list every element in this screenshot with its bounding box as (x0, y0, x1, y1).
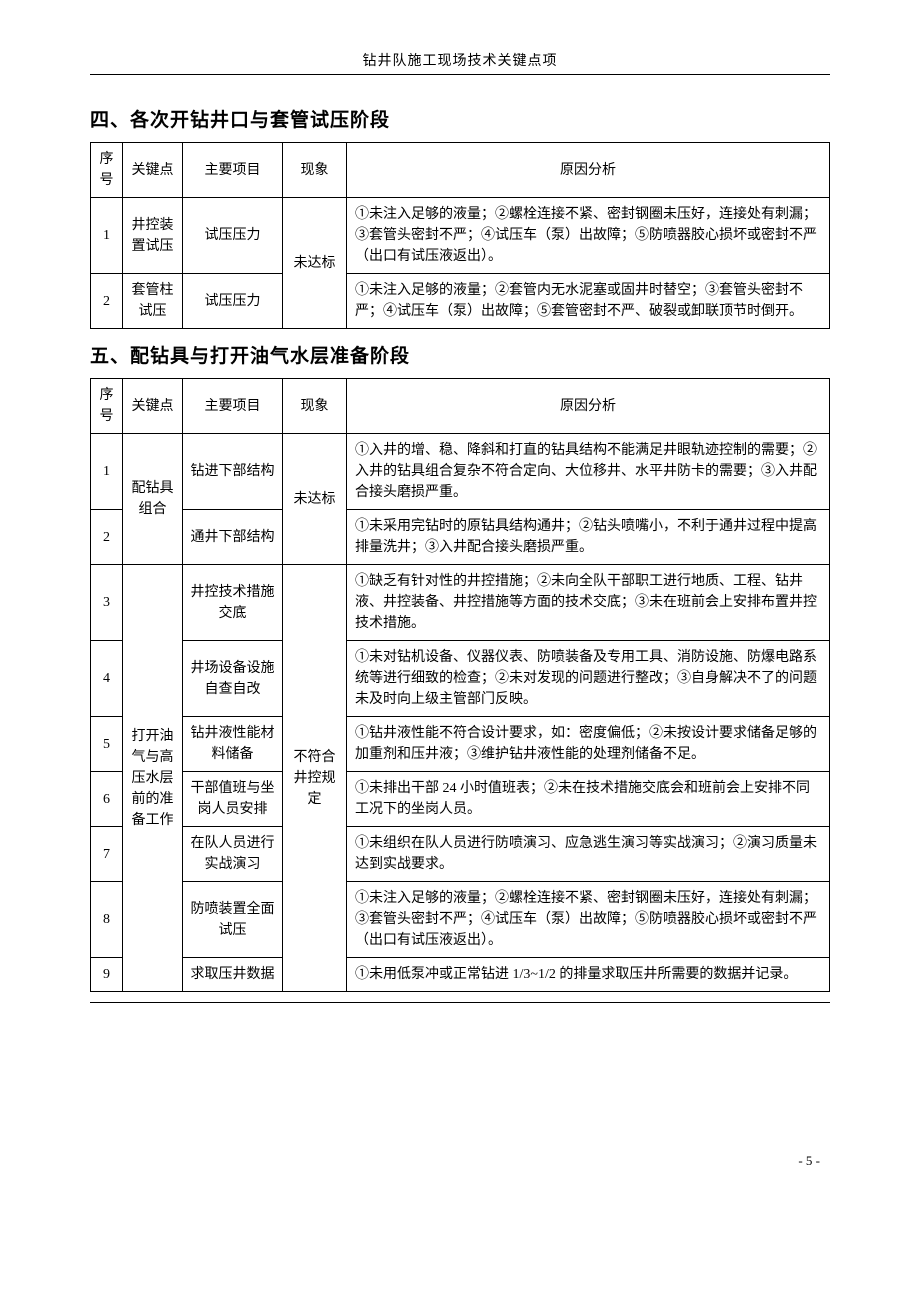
cell-item: 试压压力 (183, 198, 283, 274)
cell-analysis: ①未排出干部 24 小时值班表；②未在技术措施交底会和班前会上安排不同工况下的坐… (347, 772, 830, 827)
cell-seq: 2 (91, 274, 123, 329)
table-row: 8 防喷装置全面试压 ①未注入足够的液量；②螺栓连接不紧、密封钢圈未压好，连接处… (91, 882, 830, 958)
cell-analysis: ①入井的增、稳、降斜和打直的钻具结构不能满足井眼轨迹控制的需要；②入井的钻具组合… (347, 434, 830, 510)
cell-key: 套管柱试压 (123, 274, 183, 329)
header-seq: 序号 (91, 379, 123, 434)
cell-item: 试压压力 (183, 274, 283, 329)
table-row: 9 求取压井数据 ①未用低泵冲或正常钻进 1/3~1/2 的排量求取压井所需要的… (91, 958, 830, 992)
table-section5: 序号 关键点 主要项目 现象 原因分析 1 配钻具组合 钻进下部结构 未达标 ①… (90, 378, 830, 992)
cell-phenom-merged: 未达标 (283, 198, 347, 329)
cell-item: 钻井液性能材料储备 (183, 717, 283, 772)
header-underline (90, 74, 830, 75)
header-phenom: 现象 (283, 143, 347, 198)
header-phenom: 现象 (283, 379, 347, 434)
cell-seq: 9 (91, 958, 123, 992)
cell-seq: 2 (91, 510, 123, 565)
cell-seq: 8 (91, 882, 123, 958)
page-header: 钻井队施工现场技术关键点项 (90, 50, 830, 70)
cell-analysis: ①未注入足够的液量；②螺栓连接不紧、密封钢圈未压好，连接处有刺漏；③套管头密封不… (347, 198, 830, 274)
cell-seq: 3 (91, 565, 123, 641)
cell-seq: 5 (91, 717, 123, 772)
cell-key-merged: 配钻具组合 (123, 434, 183, 565)
header-analysis: 原因分析 (347, 143, 830, 198)
cell-phenom-merged: 未达标 (283, 434, 347, 565)
cell-seq: 1 (91, 434, 123, 510)
cell-item: 通井下部结构 (183, 510, 283, 565)
table-row: 7 在队人员进行实战演习 ①未组织在队人员进行防喷演习、应急逃生演习等实战演习；… (91, 827, 830, 882)
cell-analysis: ①未注入足够的液量；②套管内无水泥塞或固井时替空；③套管头密封不严；④试压车（泵… (347, 274, 830, 329)
cell-item: 井控技术措施交底 (183, 565, 283, 641)
cell-seq: 1 (91, 198, 123, 274)
footer-line (90, 1002, 830, 1003)
header-item: 主要项目 (183, 143, 283, 198)
cell-analysis: ①未用低泵冲或正常钻进 1/3~1/2 的排量求取压井所需要的数据并记录。 (347, 958, 830, 992)
cell-analysis: ①钻井液性能不符合设计要求，如：密度偏低；②未按设计要求储备足够的加重剂和压井液… (347, 717, 830, 772)
cell-seq: 7 (91, 827, 123, 882)
header-key: 关键点 (123, 379, 183, 434)
cell-key: 井控装置试压 (123, 198, 183, 274)
table-row: 4 井场设备设施自查自改 ①未对钻机设备、仪器仪表、防喷装备及专用工具、消防设施… (91, 641, 830, 717)
cell-analysis: ①未组织在队人员进行防喷演习、应急逃生演习等实战演习；②演习质量未达到实战要求。 (347, 827, 830, 882)
cell-analysis: ①缺乏有针对性的井控措施；②未向全队干部职工进行地质、工程、钻井液、井控装备、井… (347, 565, 830, 641)
cell-item: 求取压井数据 (183, 958, 283, 992)
cell-item: 干部值班与坐岗人员安排 (183, 772, 283, 827)
table-row: 5 钻井液性能材料储备 ①钻井液性能不符合设计要求，如：密度偏低；②未按设计要求… (91, 717, 830, 772)
table-header-row: 序号 关键点 主要项目 现象 原因分析 (91, 143, 830, 198)
section5-title: 五、配钻具与打开油气水层准备阶段 (90, 341, 830, 368)
header-analysis: 原因分析 (347, 379, 830, 434)
table-row: 1 井控装置试压 试压压力 未达标 ①未注入足够的液量；②螺栓连接不紧、密封钢圈… (91, 198, 830, 274)
table-section4: 序号 关键点 主要项目 现象 原因分析 1 井控装置试压 试压压力 未达标 ①未… (90, 142, 830, 329)
table-row: 2 套管柱试压 试压压力 ①未注入足够的液量；②套管内无水泥塞或固井时替空；③套… (91, 274, 830, 329)
cell-analysis: ①未对钻机设备、仪器仪表、防喷装备及专用工具、消防设施、防爆电路系统等进行细致的… (347, 641, 830, 717)
cell-item: 防喷装置全面试压 (183, 882, 283, 958)
header-item: 主要项目 (183, 379, 283, 434)
cell-item: 在队人员进行实战演习 (183, 827, 283, 882)
cell-key-merged: 打开油气与高压水层前的准备工作 (123, 565, 183, 992)
cell-item: 钻进下部结构 (183, 434, 283, 510)
cell-seq: 4 (91, 641, 123, 717)
section4-title: 四、各次开钻井口与套管试压阶段 (90, 105, 830, 132)
cell-seq: 6 (91, 772, 123, 827)
table-row: 3 打开油气与高压水层前的准备工作 井控技术措施交底 不符合井控规定 ①缺乏有针… (91, 565, 830, 641)
cell-phenom-merged: 不符合井控规定 (283, 565, 347, 992)
table-header-row: 序号 关键点 主要项目 现象 原因分析 (91, 379, 830, 434)
cell-analysis: ①未采用完钻时的原钻具结构通井；②钻头喷嘴小，不利于通井过程中提高排量洗井；③入… (347, 510, 830, 565)
cell-item: 井场设备设施自查自改 (183, 641, 283, 717)
table-row: 1 配钻具组合 钻进下部结构 未达标 ①入井的增、稳、降斜和打直的钻具结构不能满… (91, 434, 830, 510)
cell-analysis: ①未注入足够的液量；②螺栓连接不紧、密封钢圈未压好，连接处有刺漏；③套管头密封不… (347, 882, 830, 958)
table-row: 2 通井下部结构 ①未采用完钻时的原钻具结构通井；②钻头喷嘴小，不利于通井过程中… (91, 510, 830, 565)
header-key: 关键点 (123, 143, 183, 198)
table-row: 6 干部值班与坐岗人员安排 ①未排出干部 24 小时值班表；②未在技术措施交底会… (91, 772, 830, 827)
page-number: - 5 - (90, 1153, 830, 1169)
header-seq: 序号 (91, 143, 123, 198)
